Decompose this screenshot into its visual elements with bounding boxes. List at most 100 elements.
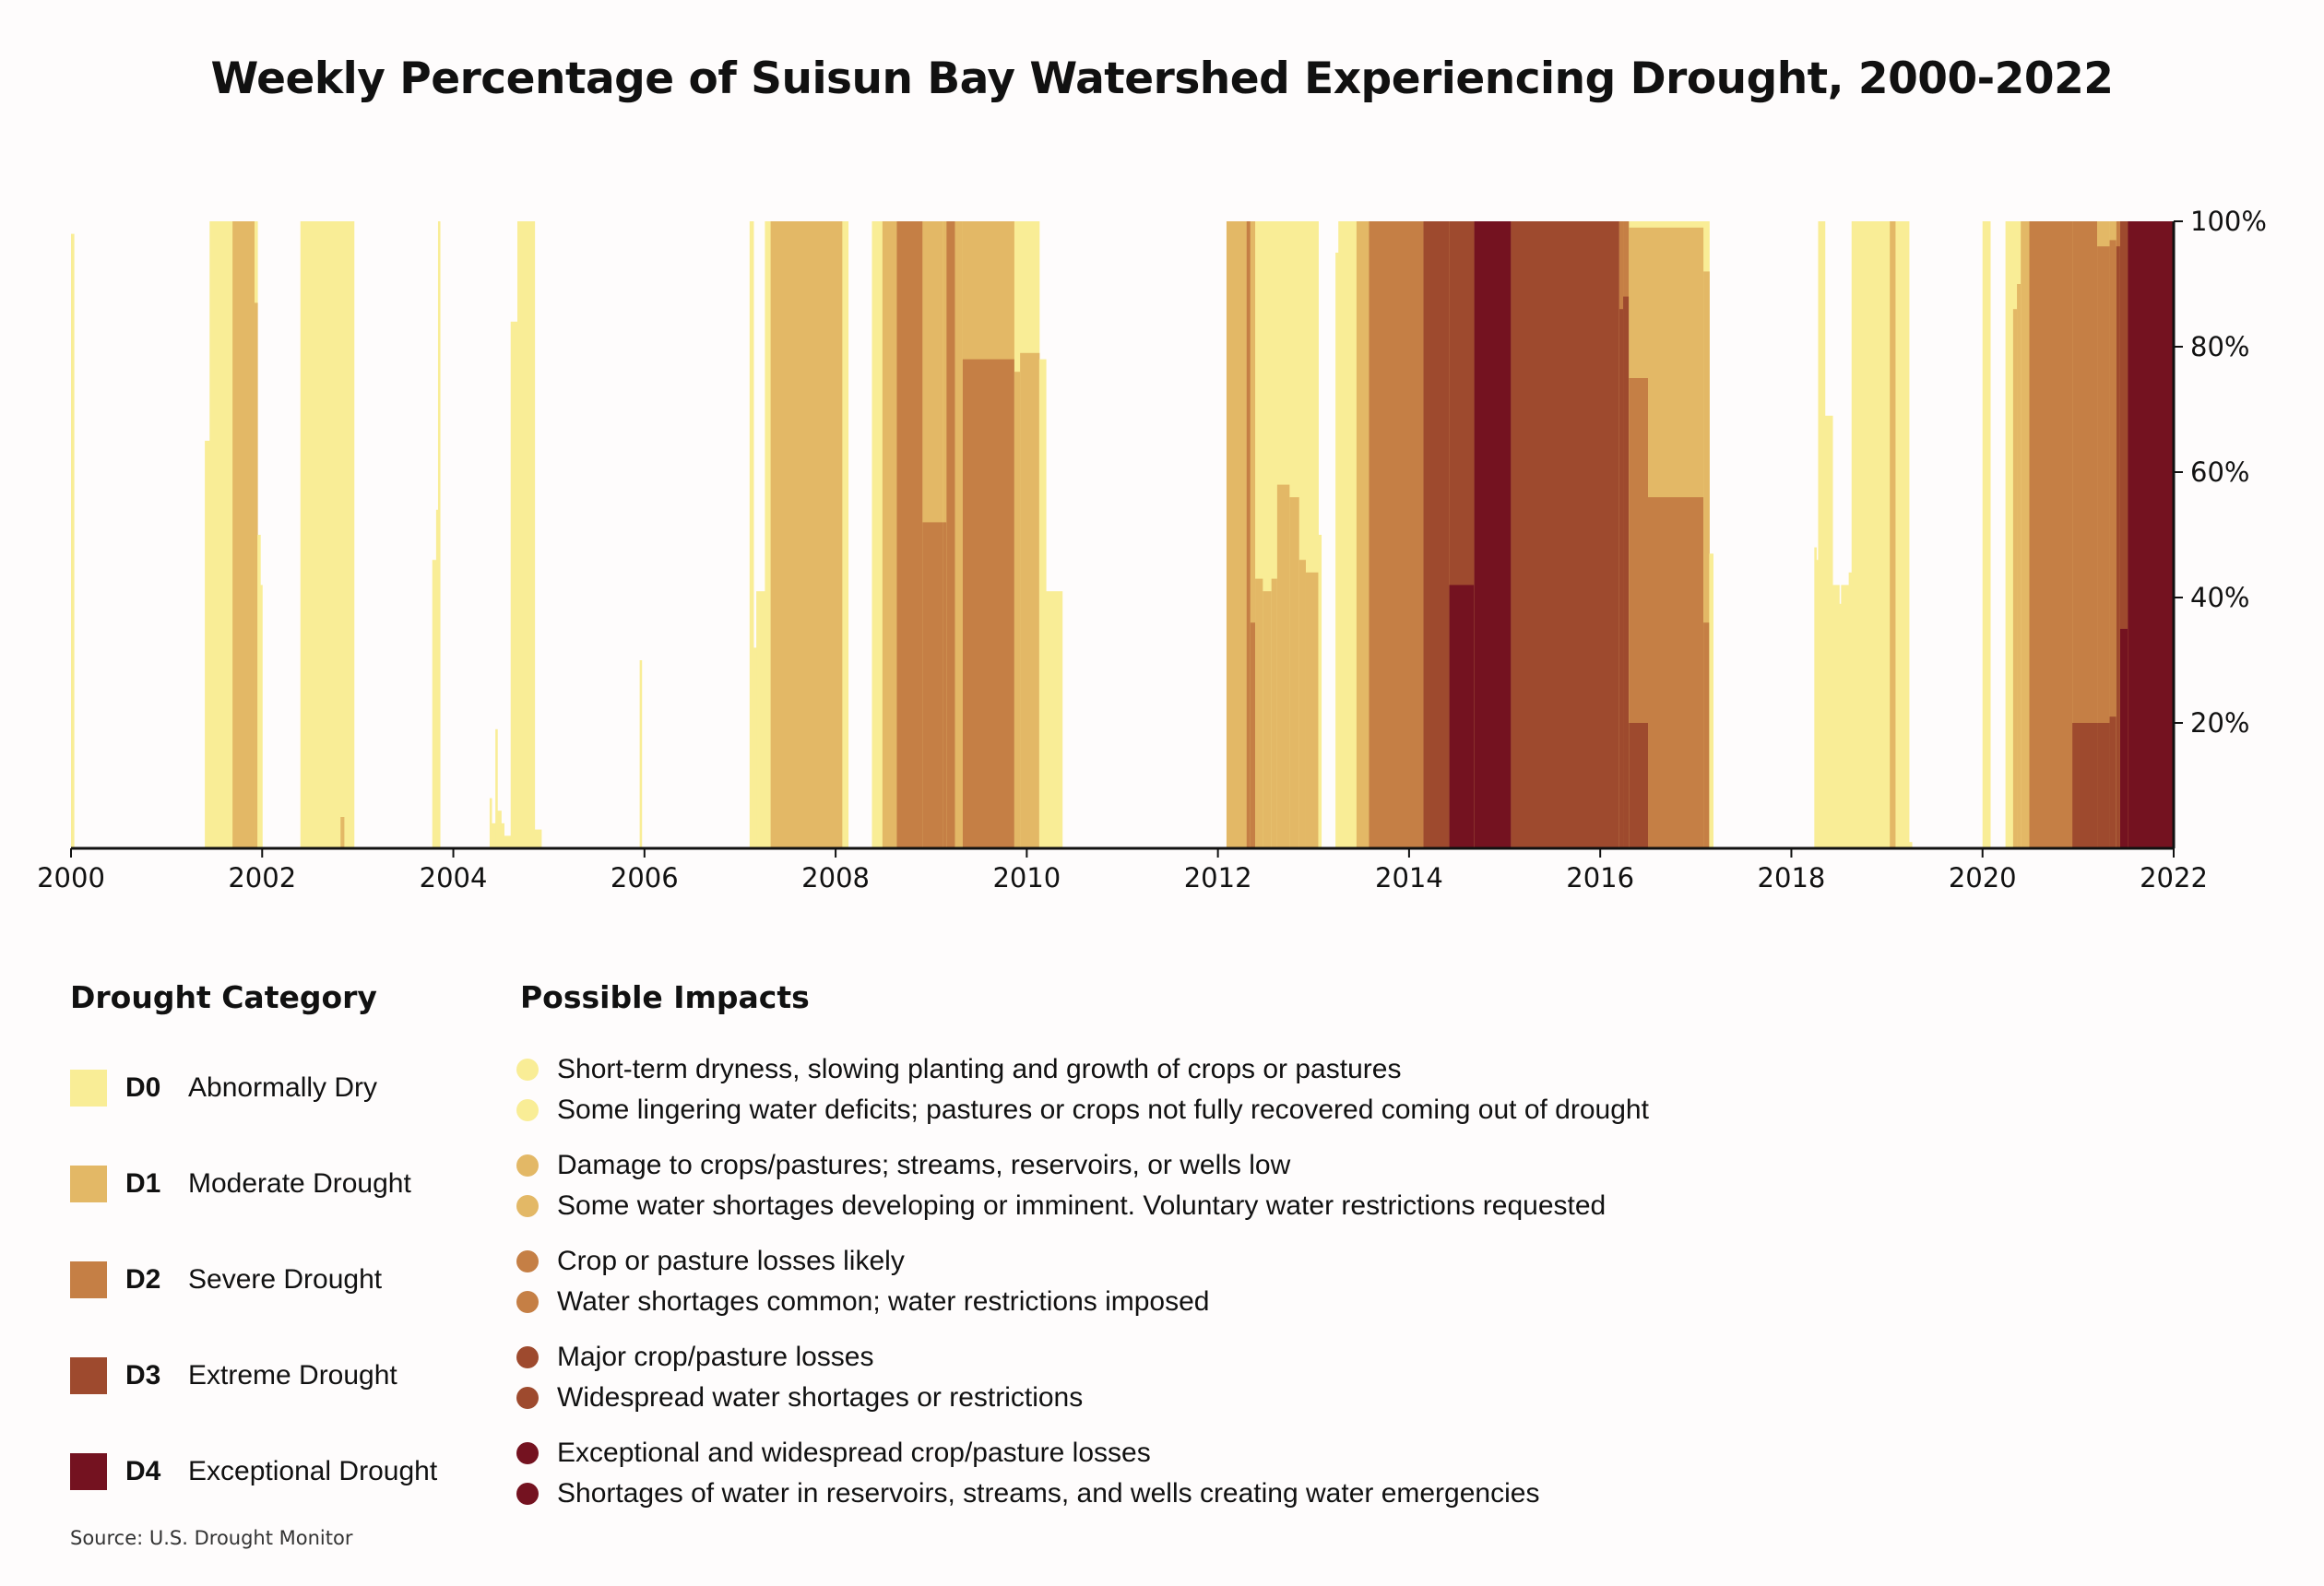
bar-d4-58 (1474, 221, 1512, 848)
bar-d0-16 (497, 811, 502, 848)
impact-item: Some water shortages developing or immin… (516, 1188, 1606, 1225)
impact-text: Exceptional and widespread crop/pasture … (557, 1438, 1151, 1468)
bar-d0-1 (205, 441, 210, 848)
bar-d0-14 (492, 823, 496, 848)
impact-item: Shortages of water in reservoirs, stream… (516, 1475, 1539, 1512)
legend-label: Severe Drought (188, 1264, 383, 1295)
impact-text: Crop or pasture losses likely (557, 1246, 905, 1276)
legend-label: Exceptional Drought (188, 1456, 438, 1486)
bar-d0-22 (639, 660, 643, 848)
bar-d2-34 (946, 221, 956, 848)
bar-d0-12 (437, 221, 441, 848)
bar-d1-64 (1703, 271, 1710, 848)
bar-d0-26 (765, 221, 772, 848)
bar-d3-87 (2116, 246, 2121, 848)
x-tick-label: 2012 (1184, 862, 1252, 894)
bullet-dot-icon (516, 1195, 539, 1217)
bar-d4-88 (2119, 629, 2128, 848)
bar-d1-27 (770, 221, 843, 848)
bar-d0-53 (1338, 221, 1358, 848)
bar-d2-63 (1648, 497, 1704, 848)
impact-text: Some water shortages developing or immin… (557, 1190, 1607, 1221)
bar-d2-55 (1369, 221, 1424, 848)
x-tick-label: 2020 (1949, 862, 2017, 894)
bar-d4-57 (1449, 585, 1475, 848)
bar-d0-66 (1814, 547, 1817, 848)
bar-d0-19 (510, 321, 518, 848)
chart-title: Weekly Percentage of Suisun Bay Watershe… (210, 53, 2114, 104)
impact-text: Damage to crops/pastures; streams, reser… (557, 1150, 1291, 1180)
bar-d3-88 (2119, 221, 2128, 848)
y-tick-label: 40% (2190, 582, 2249, 613)
bullet-dot-icon (516, 1291, 539, 1313)
bar-d0-2 (209, 221, 233, 848)
legend-label: Extreme Drought (188, 1360, 397, 1391)
legend-code: D0 (125, 1072, 161, 1103)
bar-d1-46 (1271, 578, 1278, 848)
bar-d3-62 (1629, 723, 1649, 848)
bar-d0-52 (1335, 253, 1339, 848)
bar-d0-0 (71, 233, 75, 849)
bar-d0-23 (749, 221, 754, 848)
impact-item: Major crop/pasture losses (516, 1339, 873, 1376)
bar-d0-78 (1982, 221, 1991, 848)
legend-label: Abnormally Dry (188, 1072, 378, 1103)
bar-d2-36 (962, 359, 1015, 849)
bar-d2-32 (922, 522, 943, 848)
axes: 2000 2002 2004 2006 2008 2010 2012 2014 2016 2018… (37, 206, 2267, 894)
bar-d3-84 (2072, 723, 2098, 848)
impact-item: Short-term dryness, slowing planting and… (516, 1051, 1401, 1088)
bar-d1-30 (882, 221, 897, 848)
impact-text: Water shortages common; water restrictio… (557, 1286, 1210, 1317)
legend-swatch (70, 1261, 107, 1298)
bar-d2-31 (896, 221, 923, 848)
bar-d3-59 (1511, 221, 1620, 848)
bar-d1-82 (2021, 221, 2031, 848)
bar-d1-75 (1890, 221, 1896, 848)
bar-d2-64 (1703, 622, 1710, 848)
bar-d2-85 (2097, 246, 2111, 848)
bar-d0-15 (495, 728, 498, 848)
bar-d2-83 (2029, 221, 2073, 848)
bar-d1-3 (232, 221, 255, 848)
legend-swatch (70, 1453, 107, 1490)
bar-d0-20 (516, 221, 536, 848)
impact-text: Widespread water shortages or restrictio… (557, 1382, 1084, 1413)
bar-d0-69 (1824, 415, 1833, 848)
bar-d2-33 (943, 522, 947, 848)
impact-item: Crop or pasture losses likely (516, 1243, 905, 1280)
x-tick-label: 2016 (1566, 862, 1634, 894)
legend-code: D3 (125, 1360, 161, 1391)
legend-item-d2: D2 Severe Drought (70, 1261, 382, 1298)
impact-text: Some lingering water deficits; pastures … (557, 1095, 1649, 1125)
bar-d0-73 (1848, 572, 1853, 848)
x-tick-label: 2014 (1375, 862, 1443, 894)
bar-d0-28 (842, 221, 849, 848)
bar-d0-21 (534, 829, 542, 848)
bullet-dot-icon (516, 1154, 539, 1177)
legend-code: D4 (125, 1456, 161, 1486)
bullet-dot-icon (516, 1059, 539, 1081)
bullet-dot-icon (516, 1250, 539, 1272)
bar-d0-51 (1318, 535, 1322, 848)
bar-d0-49 (1298, 221, 1307, 848)
legend-item-d4: D4 Exceptional Drought (70, 1453, 437, 1490)
impact-item: Damage to crops/pastures; streams, reser… (516, 1147, 1290, 1184)
y-tick-label: 20% (2190, 707, 2249, 739)
bar-d1-4 (254, 302, 258, 848)
bar-d0-68 (1818, 221, 1826, 848)
bar-d1-45 (1263, 591, 1273, 848)
bar-d1-38 (1020, 352, 1040, 848)
y-tick-label: 80% (2190, 331, 2249, 362)
impact-item: Some lingering water deficits; pastures … (516, 1092, 1649, 1129)
y-tick-label: 60% (2190, 456, 2249, 488)
bullet-dot-icon (516, 1483, 539, 1505)
bar-d0-76 (1895, 221, 1910, 848)
bar-d1-44 (1255, 578, 1263, 848)
bar-d0-13 (489, 798, 492, 848)
bar-d0-46 (1271, 221, 1278, 848)
bar-d1-50 (1305, 572, 1319, 848)
bar-d0-45 (1263, 221, 1273, 848)
bar-d0-11 (435, 509, 439, 848)
bar-d0-79 (2005, 221, 2014, 848)
